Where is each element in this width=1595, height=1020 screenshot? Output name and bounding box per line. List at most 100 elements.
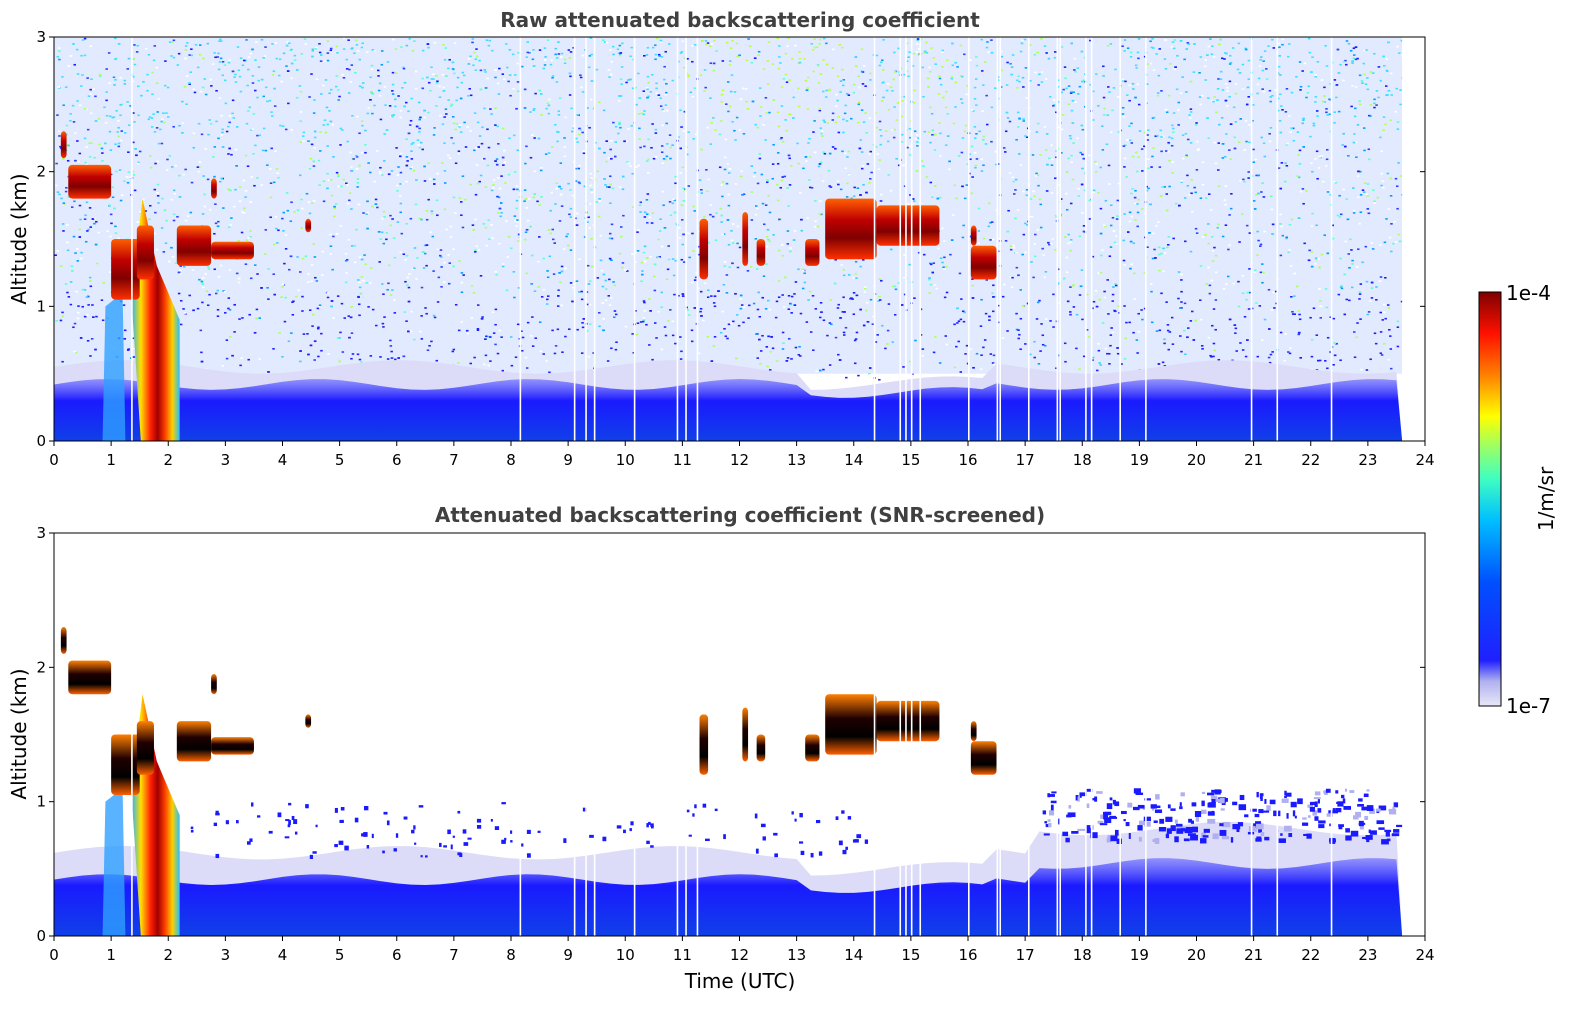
- noise-speckle: [1010, 286, 1014, 288]
- noise-speckle: [383, 85, 387, 88]
- noise-speckle: [786, 243, 790, 245]
- noise-speckle: [703, 90, 706, 92]
- noise-speckle: [486, 128, 489, 131]
- noise-speckle: [1211, 249, 1215, 252]
- noise-speckle: [1314, 75, 1318, 78]
- noise-speckle: [602, 273, 606, 276]
- noise-speckle: [497, 143, 500, 145]
- noise-speckle: [1133, 298, 1137, 300]
- noise-speckle: [554, 47, 558, 50]
- noise-speckle: [549, 232, 552, 235]
- noise-speckle: [860, 151, 864, 153]
- noise-speckle: [369, 267, 373, 269]
- noise-speckle: [901, 100, 904, 102]
- noise-speckle: [380, 231, 384, 234]
- noise-speckle: [643, 145, 646, 148]
- noise-speckle: [308, 212, 312, 215]
- noise-speckle: [908, 127, 912, 130]
- noise-speckle: [322, 124, 326, 126]
- noise-speckle: [1152, 47, 1155, 49]
- noise-speckle: [1172, 112, 1176, 114]
- noise-speckle: [984, 143, 988, 145]
- noise-speckle: [299, 271, 302, 273]
- noise-speckle: [1080, 124, 1084, 127]
- noise-speckle: [679, 336, 682, 338]
- noise-speckle: [1128, 220, 1132, 223]
- noise-speckle: [572, 127, 575, 129]
- noise-speckle: [982, 139, 985, 141]
- noise-speckle: [571, 194, 574, 197]
- noise-speckle: [938, 362, 942, 364]
- noise-speckle: [1081, 318, 1084, 321]
- noise-speckle: [672, 274, 676, 277]
- noise-speckle: [721, 310, 724, 313]
- noise-speckle: [85, 163, 88, 166]
- noise-speckle: [249, 277, 253, 280]
- noise-speckle: [213, 52, 216, 54]
- noise-speckle: [1036, 174, 1040, 177]
- noise-speckle: [507, 236, 511, 238]
- noise-speckle: [647, 138, 650, 141]
- noise-speckle: [1251, 119, 1254, 122]
- noise-speckle: [779, 186, 783, 189]
- noise-speckle: [637, 72, 640, 75]
- noise-speckle: [514, 220, 517, 223]
- noise-speckle: [913, 89, 916, 92]
- noise-speckle: [475, 48, 478, 50]
- noise-speckle: [285, 192, 289, 194]
- noise-speckle: [355, 115, 359, 118]
- noise-speckle: [841, 68, 844, 71]
- noise-speckle: [1268, 89, 1272, 92]
- noise-speckle: [418, 127, 421, 130]
- noise-speckle: [1316, 61, 1320, 63]
- noise-speckle: [398, 195, 402, 197]
- noise-speckle: [1217, 169, 1220, 171]
- noise-speckle: [1156, 134, 1159, 137]
- noise-speckle: [1049, 242, 1053, 245]
- noise-speckle: [200, 133, 204, 136]
- noise-speckle: [1236, 68, 1240, 71]
- noise-speckle: [80, 85, 83, 87]
- noise-speckle: [766, 181, 769, 184]
- noise-speckle: [1101, 249, 1104, 251]
- noise-speckle: [361, 124, 364, 127]
- noise-speckle: [526, 51, 530, 54]
- noise-speckle: [244, 190, 248, 192]
- noise-speckle: [293, 211, 296, 213]
- noise-speckle: [850, 197, 853, 199]
- noise-speckle: [350, 47, 354, 50]
- noise-speckle: [341, 129, 344, 131]
- noise-speckle: [146, 73, 149, 76]
- noise-speckle: [625, 81, 628, 84]
- noise-speckle: [839, 91, 842, 93]
- noise-speckle: [87, 304, 90, 306]
- noise-speckle: [779, 62, 782, 64]
- noise-speckle: [1038, 198, 1042, 201]
- noise-speckle: [152, 59, 156, 62]
- noise-speckle: [421, 49, 425, 52]
- noise-speckle: [973, 125, 977, 128]
- noise-speckle: [494, 343, 497, 346]
- noise-speckle: [632, 351, 636, 354]
- noise-speckle: [1278, 46, 1281, 49]
- noise-speckle: [1223, 155, 1227, 158]
- noise-speckle: [1204, 65, 1207, 68]
- noise-speckle: [339, 127, 343, 130]
- noise-speckle: [94, 95, 97, 98]
- noise-speckle: [624, 325, 628, 328]
- noise-speckle: [639, 321, 643, 323]
- noise-speckle: [239, 364, 242, 367]
- noise-speckle: [674, 175, 677, 178]
- noise-speckle: [311, 50, 315, 52]
- noise-speckle: [626, 161, 629, 163]
- noise-speckle: [237, 281, 241, 284]
- noise-speckle: [1157, 74, 1161, 77]
- noise-speckle: [762, 124, 765, 126]
- noise-speckle: [1017, 337, 1020, 340]
- noise-speckle: [815, 370, 818, 373]
- noise-speckle: [192, 309, 195, 312]
- noise-speckle: [1382, 55, 1385, 58]
- noise-speckle: [784, 276, 787, 279]
- noise-speckle: [474, 249, 477, 252]
- top-heatmap: [54, 37, 1425, 441]
